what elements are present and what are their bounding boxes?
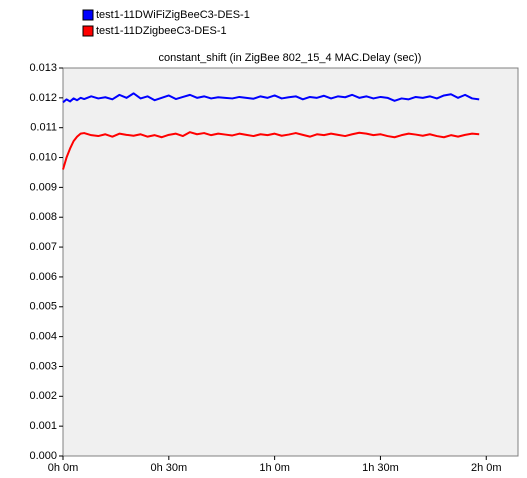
legend-label: test1-11DZigbeeC3-DES-1 — [96, 25, 227, 37]
y-tick-label: 0.008 — [29, 211, 57, 223]
y-tick-label: 0.009 — [29, 181, 57, 193]
x-tick-label: 1h 30m — [362, 462, 399, 474]
y-tick-label: 0.007 — [29, 241, 57, 253]
y-tick-label: 0.006 — [29, 271, 57, 283]
y-tick-label: 0.000 — [29, 450, 57, 462]
x-tick-label: 0h 0m — [48, 462, 79, 474]
plot-area — [62, 67, 519, 457]
y-tick-label: 0.013 — [29, 62, 57, 74]
y-tick-label: 0.012 — [29, 92, 57, 104]
y-tick-label: 0.005 — [29, 301, 57, 313]
x-tick-label: 1h 0m — [259, 462, 290, 474]
y-tick-label: 0.004 — [29, 331, 57, 343]
series-line — [62, 92, 480, 104]
series-line — [62, 131, 480, 170]
y-tick-label: 0.002 — [29, 390, 57, 402]
y-tick-label: 0.010 — [29, 151, 57, 163]
y-tick-label: 0.001 — [29, 420, 57, 432]
legend-label: test1-11DWiFiZigBeeC3-DES-1 — [96, 9, 250, 21]
chart-title: constant_shift (in ZigBee 802_15_4 MAC.D… — [159, 52, 422, 64]
x-tick-label: 2h 0m — [471, 462, 502, 474]
y-tick-label: 0.003 — [29, 360, 57, 372]
y-tick-label: 0.011 — [30, 122, 57, 134]
legend-swatch — [82, 25, 94, 37]
x-tick-label: 0h 30m — [150, 462, 187, 474]
legend-swatch — [82, 9, 94, 21]
